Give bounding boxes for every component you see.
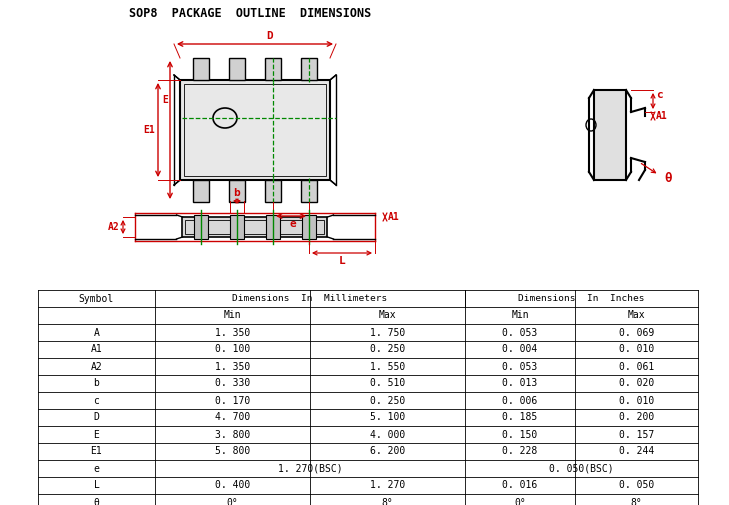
Text: 0. 020: 0. 020 (619, 379, 654, 388)
Text: L: L (339, 256, 346, 266)
Text: 0. 050: 0. 050 (619, 480, 654, 490)
Bar (229, 180, 245, 202)
Bar (594, 90, 626, 180)
Text: 0. 250: 0. 250 (370, 344, 405, 355)
Text: 0. 010: 0. 010 (619, 344, 654, 355)
Text: e: e (93, 464, 99, 474)
Polygon shape (180, 80, 330, 180)
Text: E: E (93, 429, 99, 439)
Text: 0. 244: 0. 244 (619, 446, 654, 457)
Text: 0. 006: 0. 006 (502, 395, 537, 406)
Text: A2: A2 (90, 362, 102, 372)
Text: 0. 053: 0. 053 (502, 328, 537, 337)
Text: Max: Max (378, 311, 397, 321)
Text: L: L (93, 480, 99, 490)
Text: D: D (267, 31, 273, 41)
Text: 8°: 8° (381, 497, 394, 505)
Bar (302, 215, 316, 239)
Text: b: b (233, 188, 241, 198)
Bar (265, 58, 281, 80)
Text: c: c (656, 90, 663, 100)
Text: 5. 800: 5. 800 (215, 446, 250, 457)
Text: 0. 330: 0. 330 (215, 379, 250, 388)
Text: A2: A2 (108, 222, 120, 232)
Text: 4. 700: 4. 700 (215, 413, 250, 423)
Text: 6. 200: 6. 200 (370, 446, 405, 457)
Text: 0. 510: 0. 510 (370, 379, 405, 388)
Text: A1: A1 (90, 344, 102, 355)
Text: c: c (93, 395, 99, 406)
Text: E1: E1 (144, 125, 155, 135)
Text: 1. 270(BSC): 1. 270(BSC) (278, 464, 343, 474)
Text: 0°: 0° (227, 497, 238, 505)
Text: 0. 004: 0. 004 (502, 344, 537, 355)
Text: 1. 550: 1. 550 (370, 362, 405, 372)
Bar (182, 217, 327, 237)
Bar (185, 220, 324, 234)
Text: 0. 200: 0. 200 (619, 413, 654, 423)
Text: 0. 016: 0. 016 (502, 480, 537, 490)
Text: Dimensions  In  Inches: Dimensions In Inches (518, 294, 644, 303)
Text: 0. 250: 0. 250 (370, 395, 405, 406)
Bar (230, 215, 244, 239)
Text: 8°: 8° (631, 497, 642, 505)
Text: Dimensions  In  Millimeters: Dimensions In Millimeters (233, 294, 388, 303)
Text: 0. 100: 0. 100 (215, 344, 250, 355)
Bar (194, 215, 208, 239)
Text: 4. 000: 4. 000 (370, 429, 405, 439)
Text: 1. 270: 1. 270 (370, 480, 405, 490)
Text: 0. 069: 0. 069 (619, 328, 654, 337)
Text: 0. 170: 0. 170 (215, 395, 250, 406)
Bar (301, 180, 317, 202)
Text: 0. 010: 0. 010 (619, 395, 654, 406)
Text: D: D (93, 413, 99, 423)
Text: θ: θ (93, 497, 99, 505)
Text: E1: E1 (90, 446, 102, 457)
Text: 0. 400: 0. 400 (215, 480, 250, 490)
Text: 0. 150: 0. 150 (502, 429, 537, 439)
Bar (193, 180, 209, 202)
Bar (229, 58, 245, 80)
Text: θ: θ (664, 172, 671, 184)
Text: SOP8  PACKAGE  OUTLINE  DIMENSIONS: SOP8 PACKAGE OUTLINE DIMENSIONS (129, 7, 371, 20)
Text: E: E (162, 95, 168, 105)
Bar (301, 58, 317, 80)
Text: Symbol: Symbol (79, 293, 114, 304)
Bar (193, 58, 209, 80)
Text: b: b (93, 379, 99, 388)
Text: A: A (93, 328, 99, 337)
Text: 1. 750: 1. 750 (370, 328, 405, 337)
Text: 0°: 0° (514, 497, 526, 505)
Text: A1: A1 (656, 111, 668, 121)
Text: 3. 800: 3. 800 (215, 429, 250, 439)
Text: 0. 053: 0. 053 (502, 362, 537, 372)
Text: Min: Min (511, 311, 529, 321)
Text: 0. 157: 0. 157 (619, 429, 654, 439)
Text: 0. 050(BSC): 0. 050(BSC) (549, 464, 614, 474)
Text: A1: A1 (388, 212, 399, 222)
Text: 1. 350: 1. 350 (215, 362, 250, 372)
Bar (265, 180, 281, 202)
Text: Max: Max (628, 311, 645, 321)
Text: 0. 013: 0. 013 (502, 379, 537, 388)
Text: 0. 185: 0. 185 (502, 413, 537, 423)
Text: Min: Min (224, 311, 241, 321)
Text: 0. 061: 0. 061 (619, 362, 654, 372)
Text: 0. 228: 0. 228 (502, 446, 537, 457)
Text: e: e (289, 219, 297, 229)
Bar (266, 215, 280, 239)
Text: 5. 100: 5. 100 (370, 413, 405, 423)
Text: 1. 350: 1. 350 (215, 328, 250, 337)
